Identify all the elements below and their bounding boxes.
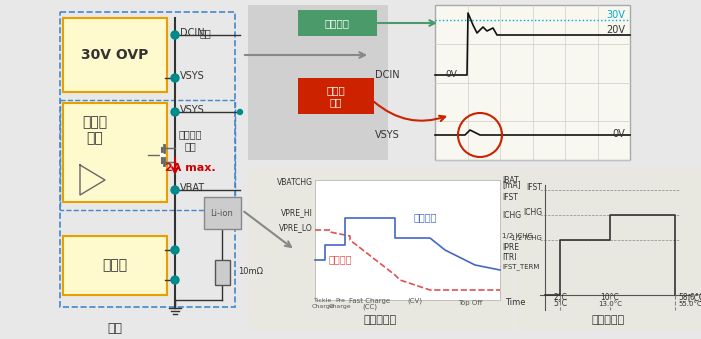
Circle shape	[171, 31, 179, 39]
Text: VPRE_LO: VPRE_LO	[279, 223, 313, 232]
Text: Fast Charge: Fast Charge	[349, 298, 390, 304]
Text: 1/2 ICHG: 1/2 ICHG	[511, 235, 542, 241]
FancyBboxPatch shape	[204, 197, 241, 229]
FancyBboxPatch shape	[298, 78, 374, 114]
Circle shape	[171, 74, 179, 82]
Bar	[60, 12, 235, 307]
Text: 2A max.: 2A max.	[165, 163, 215, 173]
Circle shape	[171, 246, 179, 254]
Text: VPRE_HI: VPRE_HI	[281, 208, 313, 217]
Circle shape	[161, 154, 163, 157]
Text: 5°C: 5°C	[553, 299, 567, 308]
Bar	[515, 168, 701, 330]
Text: 电池电压: 电池电压	[328, 254, 352, 264]
Circle shape	[171, 276, 179, 284]
Text: ICHG: ICHG	[502, 211, 521, 220]
FancyBboxPatch shape	[63, 103, 167, 202]
Text: VSYS: VSYS	[375, 130, 400, 140]
Text: 30V: 30V	[606, 10, 625, 20]
Text: 55.0°C: 55.0°C	[678, 301, 701, 307]
Text: 充电器
系统: 充电器 系统	[83, 115, 107, 145]
Text: 13.0°C: 13.0°C	[598, 301, 622, 307]
Text: 30V OVP: 30V OVP	[81, 48, 149, 62]
Text: 10°C: 10°C	[601, 293, 620, 302]
Text: 电源: 电源	[200, 28, 212, 38]
Text: VSYS: VSYS	[180, 71, 205, 81]
Text: 0V: 0V	[612, 129, 625, 139]
Text: VSYS: VSYS	[180, 105, 205, 115]
Bar	[435, 5, 630, 160]
Text: IPRE: IPRE	[502, 243, 519, 252]
Text: 库仑计: 库仑计	[102, 258, 128, 272]
Text: Pre
Charge: Pre Charge	[329, 298, 351, 309]
Text: Time: Time	[505, 298, 525, 307]
Text: (CV): (CV)	[407, 298, 423, 304]
Text: DCIN: DCIN	[180, 28, 205, 38]
FancyBboxPatch shape	[63, 236, 167, 295]
Text: DCIN: DCIN	[375, 70, 400, 80]
Text: [°C]: [°C]	[687, 293, 701, 302]
Text: 20V: 20V	[606, 25, 625, 35]
Text: (CC): (CC)	[362, 304, 378, 311]
Text: 1/2 ICHG: 1/2 ICHG	[502, 233, 533, 239]
Text: 充电示意图: 充电示意图	[364, 315, 397, 325]
Text: 电流变化: 电流变化	[414, 212, 437, 222]
Text: 框图: 框图	[107, 321, 123, 335]
FancyBboxPatch shape	[298, 10, 377, 36]
Text: IFST_TERM: IFST_TERM	[502, 263, 539, 270]
Text: 58.0°C: 58.0°C	[678, 293, 701, 302]
Bar	[60, 100, 235, 210]
Circle shape	[238, 109, 243, 115]
Text: 温度示意图: 温度示意图	[592, 315, 625, 325]
Circle shape	[171, 108, 179, 116]
Circle shape	[171, 186, 179, 194]
Text: 2°C: 2°C	[553, 293, 567, 302]
Text: 0V: 0V	[445, 70, 457, 79]
Text: IFST: IFST	[502, 193, 518, 202]
Text: VBAT: VBAT	[180, 183, 205, 193]
Text: IFST: IFST	[526, 183, 542, 192]
FancyBboxPatch shape	[2, 2, 244, 332]
Text: Tickle
Charge: Tickle Charge	[312, 298, 334, 309]
Text: 无浪涌
输出: 无浪涌 输出	[327, 85, 346, 107]
Text: Top Off: Top Off	[458, 300, 482, 306]
FancyBboxPatch shape	[63, 18, 167, 92]
Bar	[248, 168, 513, 330]
Text: 10mΩ: 10mΩ	[238, 267, 263, 277]
Text: ITRI: ITRI	[502, 253, 517, 262]
Text: 输入浪涌: 输入浪涌	[325, 18, 350, 28]
Bar	[248, 5, 388, 160]
Text: [mA]: [mA]	[502, 180, 521, 189]
Bar	[315, 180, 500, 300]
Text: ICHG: ICHG	[523, 208, 542, 217]
Text: 电源管理
模块: 电源管理 模块	[178, 129, 202, 151]
Text: VBATCHG: VBATCHG	[277, 178, 313, 187]
Text: IBAT: IBAT	[502, 176, 519, 185]
Bar	[215, 260, 230, 285]
Text: Li-ion: Li-ion	[210, 210, 233, 219]
